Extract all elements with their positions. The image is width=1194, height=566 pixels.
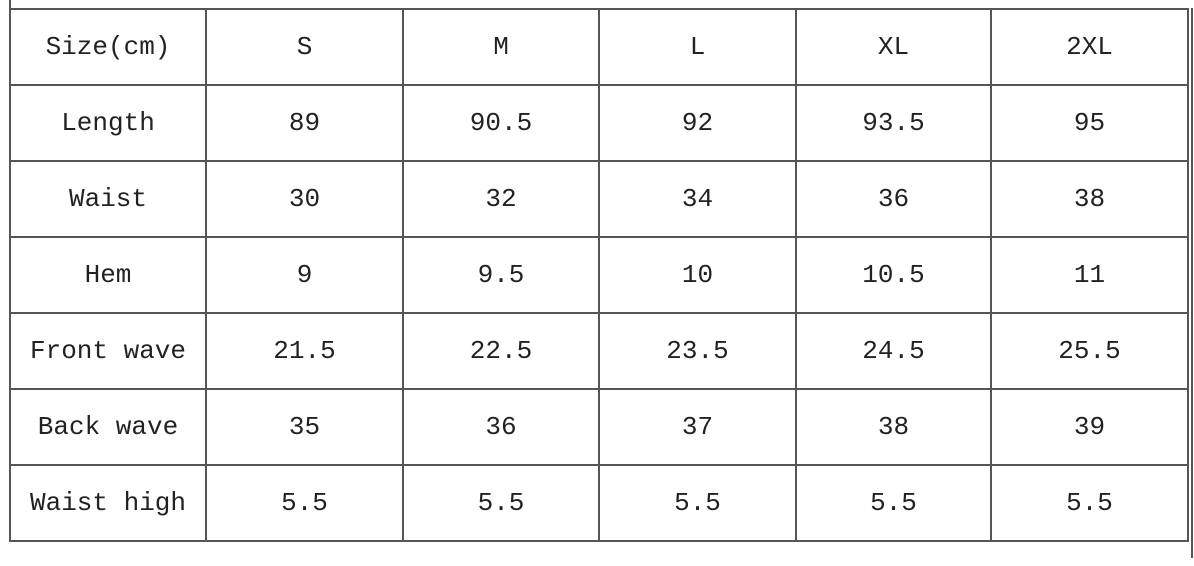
measurement: 23.5 bbox=[598, 312, 797, 390]
data-row: Hem 9 9.5 10 10.5 11 bbox=[9, 236, 1189, 314]
measurement: 5.5 bbox=[205, 464, 404, 542]
data-row: Length 89 90.5 92 93.5 95 bbox=[9, 84, 1189, 162]
size-header: XL bbox=[795, 8, 992, 86]
measurement: 22.5 bbox=[402, 312, 600, 390]
measurement: 9.5 bbox=[402, 236, 600, 314]
measurement: 36 bbox=[795, 160, 992, 238]
size-table: Size(cm) S M L XL 2XL Length 89 90.5 92 93.5 95 Wais… bbox=[9, 8, 1189, 542]
measurement: 34 bbox=[598, 160, 797, 238]
data-row: Waist high 5.5 5.5 5.5 5.5 5.5 bbox=[9, 464, 1189, 542]
measurement: 38 bbox=[990, 160, 1189, 238]
measurement: 10 bbox=[598, 236, 797, 314]
measurement: 37 bbox=[598, 388, 797, 466]
measurement: 36 bbox=[402, 388, 600, 466]
measurement: 10.5 bbox=[795, 236, 992, 314]
measurement: 93.5 bbox=[795, 84, 992, 162]
size-header: S bbox=[205, 8, 404, 86]
measurement: 5.5 bbox=[402, 464, 600, 542]
size-header: 2XL bbox=[990, 8, 1189, 86]
row-label: Length bbox=[9, 84, 207, 162]
measurement: 95 bbox=[990, 84, 1189, 162]
measurement: 38 bbox=[795, 388, 992, 466]
row-label: Size(cm) bbox=[9, 8, 207, 86]
data-row: Waist 30 32 34 36 38 bbox=[9, 160, 1189, 238]
measurement: 32 bbox=[402, 160, 600, 238]
border-fragment bbox=[9, 0, 11, 9]
row-label: Waist bbox=[9, 160, 207, 238]
measurement: 39 bbox=[990, 388, 1189, 466]
measurement: 5.5 bbox=[598, 464, 797, 542]
measurement: 35 bbox=[205, 388, 404, 466]
measurement: 30 bbox=[205, 160, 404, 238]
measurement: 21.5 bbox=[205, 312, 404, 390]
measurement: 25.5 bbox=[990, 312, 1189, 390]
size-header: L bbox=[598, 8, 797, 86]
row-label: Back wave bbox=[9, 388, 207, 466]
row-label: Hem bbox=[9, 236, 207, 314]
row-label: Front wave bbox=[9, 312, 207, 390]
measurement: 89 bbox=[205, 84, 404, 162]
measurement: 5.5 bbox=[795, 464, 992, 542]
measurement: 90.5 bbox=[402, 84, 600, 162]
measurement: 11 bbox=[990, 236, 1189, 314]
border-fragment bbox=[1191, 8, 1193, 558]
measurement: 24.5 bbox=[795, 312, 992, 390]
data-row: Front wave 21.5 22.5 23.5 24.5 25.5 bbox=[9, 312, 1189, 390]
size-header: M bbox=[402, 8, 600, 86]
measurement: 92 bbox=[598, 84, 797, 162]
data-row: Back wave 35 36 37 38 39 bbox=[9, 388, 1189, 466]
row-label: Waist high bbox=[9, 464, 207, 542]
measurement: 9 bbox=[205, 236, 404, 314]
measurement: 5.5 bbox=[990, 464, 1189, 542]
header-row: Size(cm) S M L XL 2XL bbox=[9, 8, 1189, 86]
